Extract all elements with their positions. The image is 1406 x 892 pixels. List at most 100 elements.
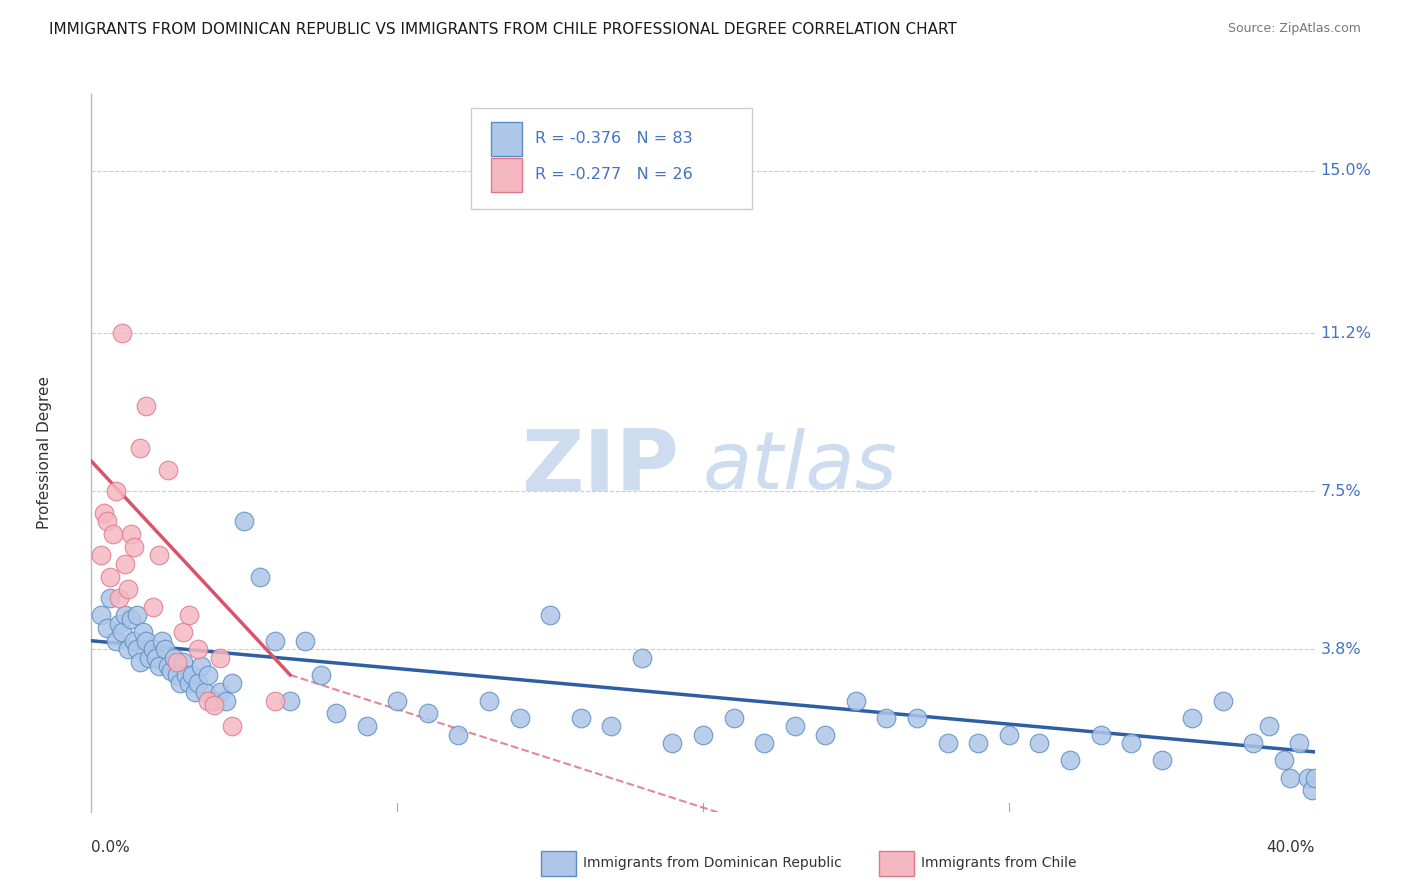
Point <box>600 719 623 733</box>
Point <box>141 642 163 657</box>
Point <box>278 693 301 707</box>
Point <box>132 625 155 640</box>
Point <box>148 548 170 563</box>
Point <box>169 676 191 690</box>
Point <box>1272 753 1295 767</box>
Text: Immigrants from Chile: Immigrants from Chile <box>921 856 1077 871</box>
Point <box>129 442 152 456</box>
Point <box>936 736 959 750</box>
Point <box>1181 711 1204 725</box>
Point <box>754 736 776 750</box>
Point <box>998 728 1021 742</box>
Point <box>148 659 170 673</box>
Text: 3.8%: 3.8% <box>1320 642 1361 657</box>
Point <box>153 642 176 657</box>
Text: Source: ZipAtlas.com: Source: ZipAtlas.com <box>1227 22 1361 36</box>
Text: 11.2%: 11.2% <box>1320 326 1372 341</box>
Point <box>108 591 131 605</box>
Point <box>967 736 990 750</box>
Point <box>111 625 134 640</box>
Point <box>179 676 201 690</box>
Point <box>98 569 121 583</box>
Point <box>96 621 118 635</box>
Point <box>325 706 347 721</box>
Point <box>174 668 197 682</box>
Point <box>1150 753 1173 767</box>
Point <box>93 506 115 520</box>
Point <box>172 655 194 669</box>
Point <box>98 591 121 605</box>
Point <box>122 540 145 554</box>
Point <box>215 693 238 707</box>
Text: Professional Degree: Professional Degree <box>38 376 52 529</box>
Point <box>160 664 183 678</box>
Point <box>117 642 139 657</box>
Point <box>127 642 149 657</box>
Point <box>150 633 173 648</box>
Point <box>1301 783 1323 797</box>
Point <box>478 693 501 707</box>
Point <box>108 616 131 631</box>
Point <box>135 399 157 413</box>
Point <box>114 557 136 571</box>
Point <box>221 719 243 733</box>
Point <box>208 685 231 699</box>
Point <box>1279 771 1302 785</box>
Point <box>1059 753 1081 767</box>
Point <box>385 693 409 707</box>
Point <box>1257 719 1279 733</box>
Point <box>783 719 806 733</box>
Point <box>172 625 194 640</box>
Point <box>202 693 225 707</box>
Point <box>101 527 124 541</box>
Point <box>233 514 256 528</box>
Point <box>356 719 378 733</box>
Point <box>221 676 243 690</box>
Point <box>156 463 179 477</box>
Point <box>184 685 207 699</box>
Point <box>120 527 142 541</box>
Text: Immigrants from Dominican Republic: Immigrants from Dominican Republic <box>583 856 842 871</box>
Point <box>138 651 160 665</box>
FancyBboxPatch shape <box>491 158 522 192</box>
Point <box>814 728 837 742</box>
Point <box>117 582 139 597</box>
Text: IMMIGRANTS FROM DOMINICAN REPUBLIC VS IMMIGRANTS FROM CHILE PROFESSIONAL DEGREE : IMMIGRANTS FROM DOMINICAN REPUBLIC VS IM… <box>49 22 957 37</box>
Point <box>127 608 149 623</box>
Point <box>193 685 215 699</box>
Point <box>166 668 188 682</box>
Point <box>90 548 112 563</box>
Point <box>845 693 868 707</box>
Point <box>1288 736 1310 750</box>
Point <box>294 633 316 648</box>
Point <box>197 668 219 682</box>
Point <box>1121 736 1143 750</box>
Text: R = -0.277   N = 26: R = -0.277 N = 26 <box>536 168 693 182</box>
Point <box>122 633 145 648</box>
Point <box>569 711 592 725</box>
Text: 15.0%: 15.0% <box>1320 163 1372 178</box>
Point <box>1090 728 1112 742</box>
Point <box>264 633 287 648</box>
Point <box>156 659 179 673</box>
Point <box>141 599 163 614</box>
Text: 40.0%: 40.0% <box>1267 840 1315 855</box>
Point <box>208 651 231 665</box>
Point <box>190 659 212 673</box>
Text: R = -0.376   N = 83: R = -0.376 N = 83 <box>536 131 693 146</box>
Point <box>1303 771 1326 785</box>
Point <box>145 651 167 665</box>
Point <box>120 612 142 626</box>
Point <box>163 651 186 665</box>
Point <box>187 642 209 657</box>
Point <box>875 711 898 725</box>
Point <box>202 698 225 712</box>
Point <box>905 711 928 725</box>
Point <box>447 728 470 742</box>
Point <box>96 514 118 528</box>
Point <box>114 608 136 623</box>
Text: 0.0%: 0.0% <box>91 840 131 855</box>
Point <box>197 693 219 707</box>
Point <box>135 633 157 648</box>
Point <box>692 728 714 742</box>
